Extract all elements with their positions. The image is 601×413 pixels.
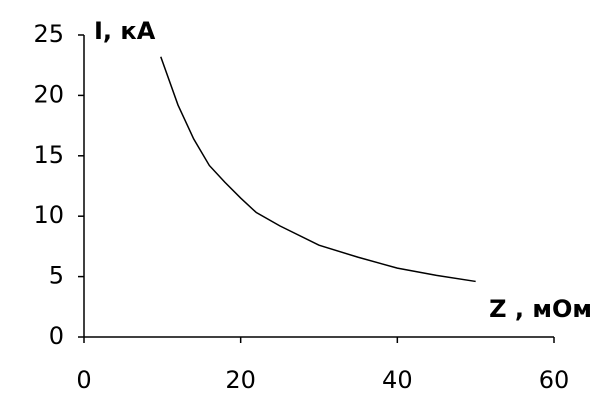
x-tick-label: 0: [76, 366, 91, 394]
y-tick-label: 20: [33, 80, 64, 108]
y-tick-label: 25: [33, 20, 64, 48]
x-axis-label: Z , мОм: [489, 295, 592, 323]
x-tick-label: 20: [225, 366, 256, 394]
y-tick-label: 0: [49, 322, 64, 350]
y-tick-label: 15: [33, 141, 64, 169]
y-axis-label: I, кА: [94, 17, 156, 45]
x-tick-label: 40: [382, 366, 413, 394]
x-tick-label: 60: [539, 366, 570, 394]
line: [160, 56, 476, 283]
y-tick-label: 5: [49, 262, 64, 290]
y-tick-label: 10: [33, 201, 64, 229]
